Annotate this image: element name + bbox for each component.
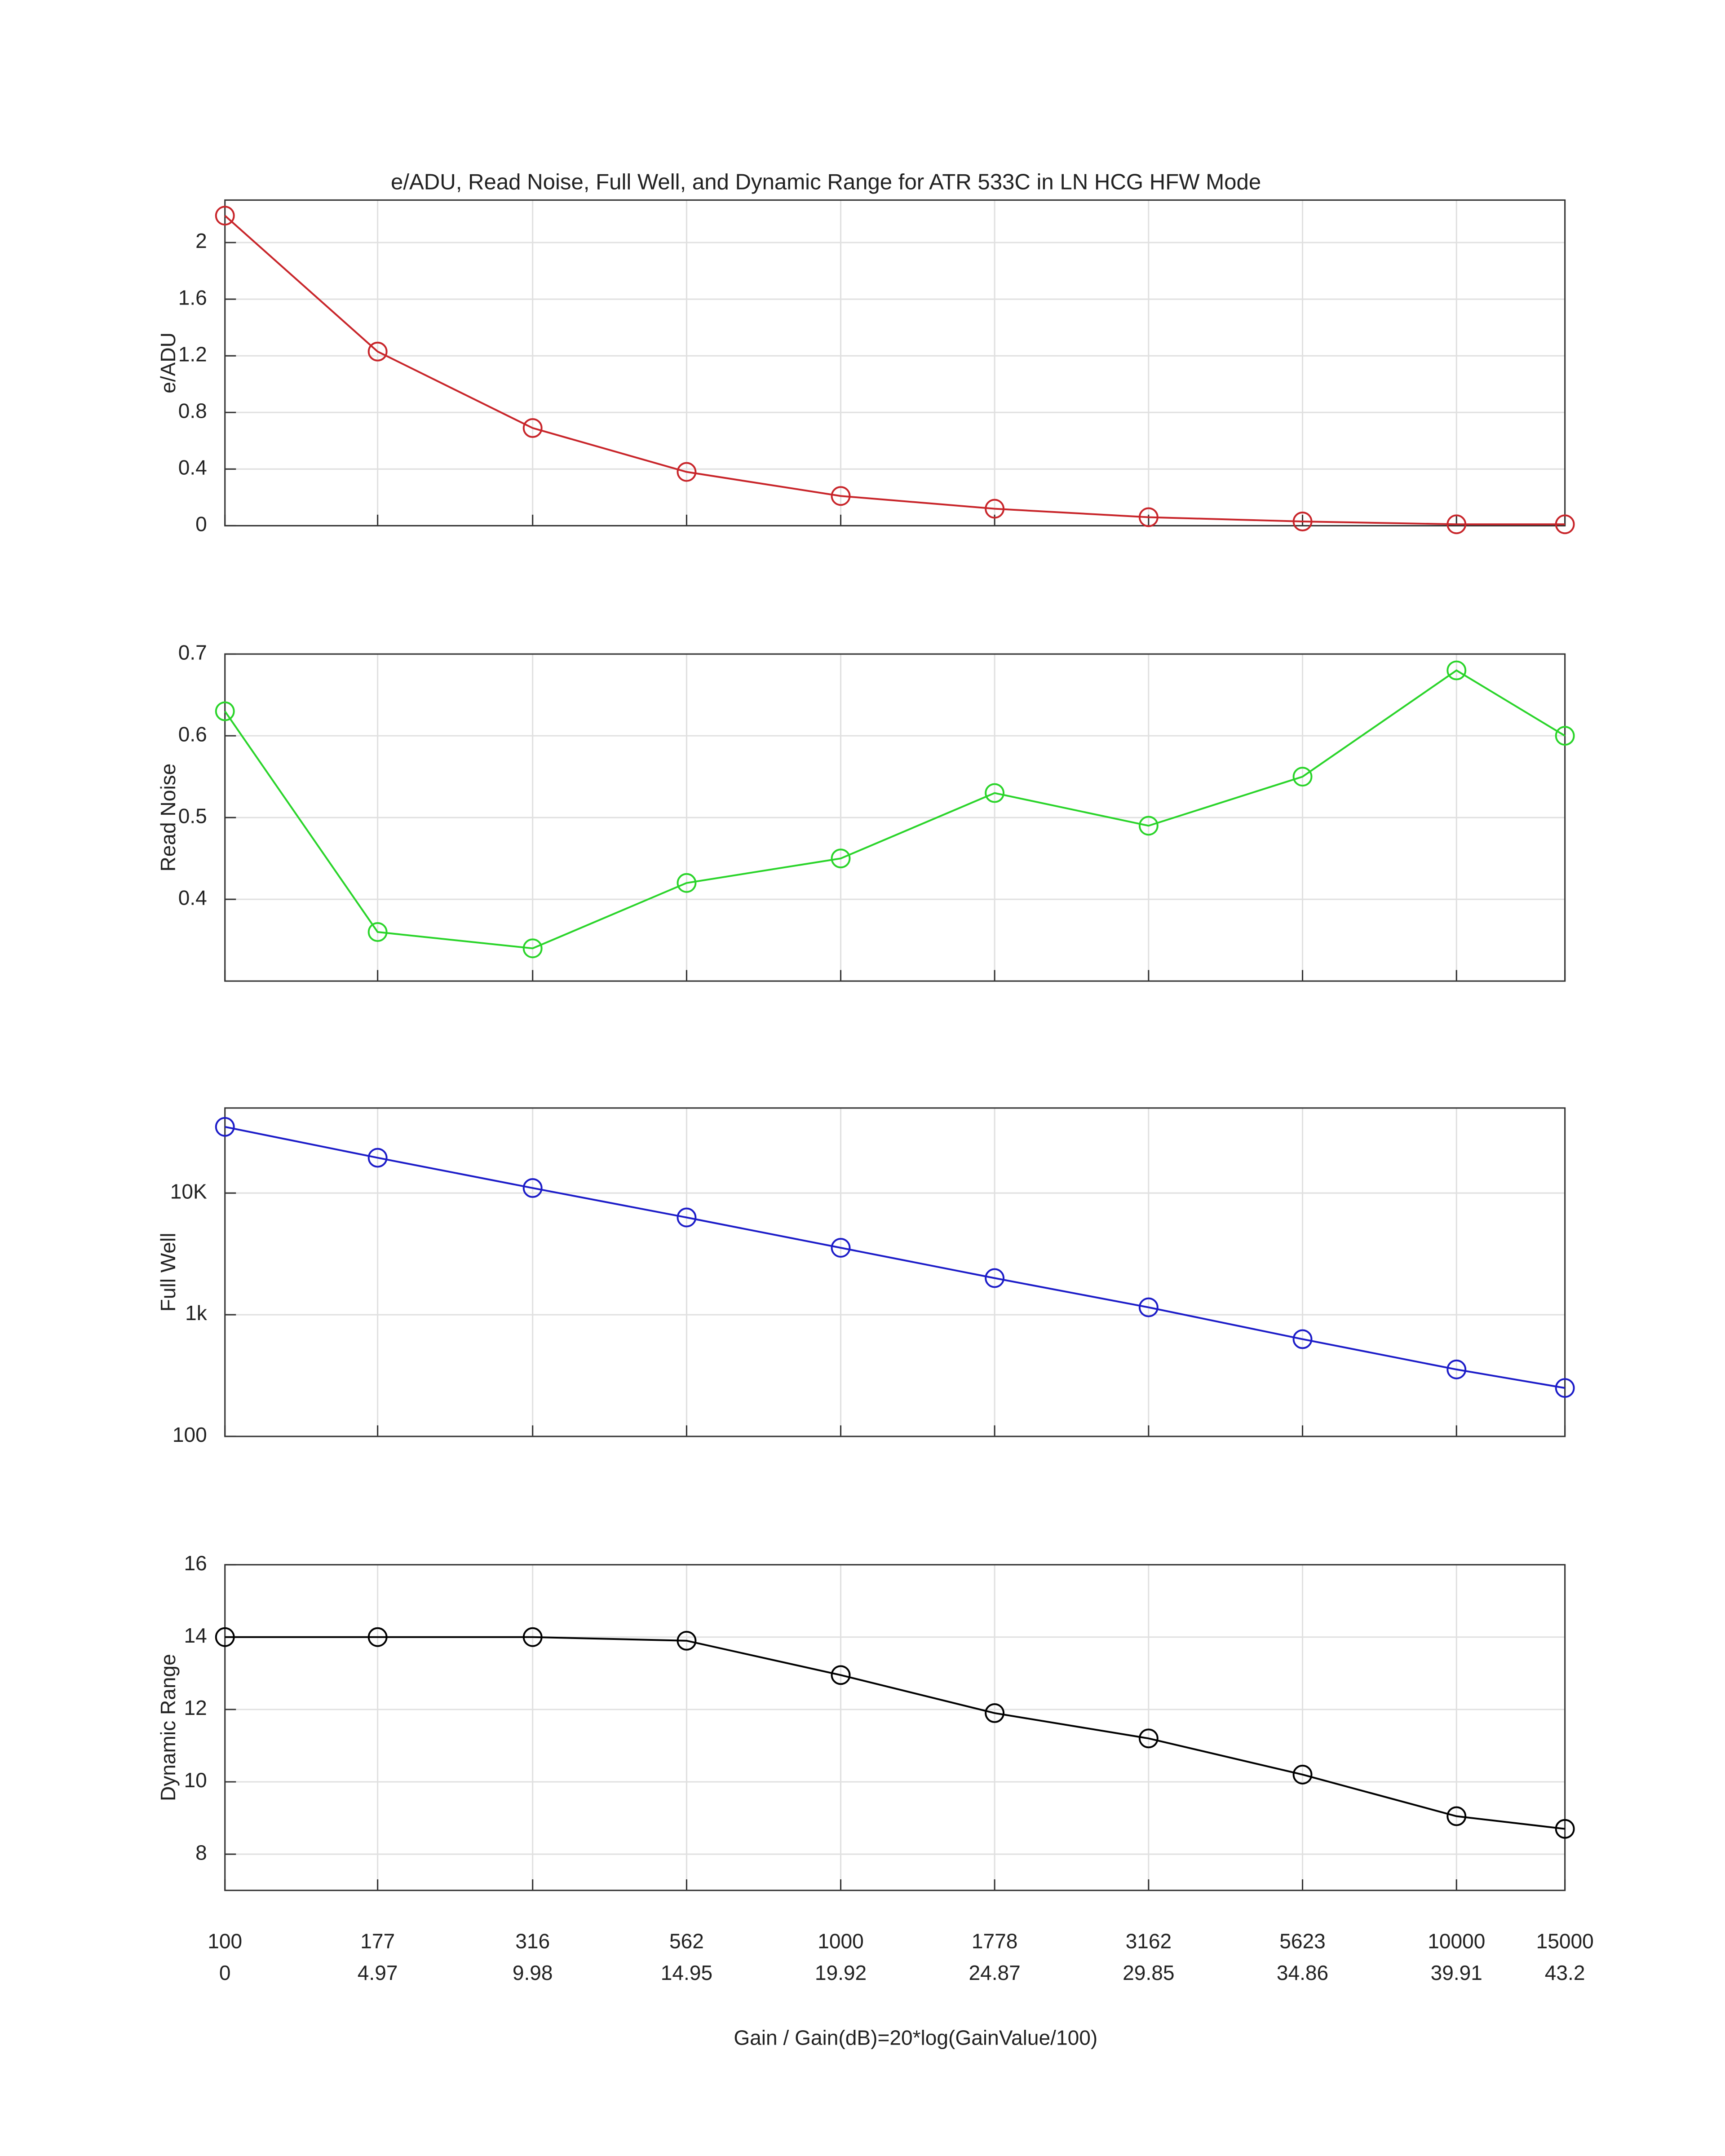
x-tick-label-db: 34.86: [1277, 1961, 1328, 1984]
data-point: [831, 1238, 851, 1258]
y-tick-label: 10: [184, 1768, 207, 1792]
data-point: [215, 206, 235, 226]
data-point: [1292, 1764, 1313, 1785]
data-point: [831, 848, 851, 869]
x-tick-label-db: 39.91: [1431, 1961, 1482, 1984]
x-tick-label-db: 14.95: [661, 1961, 712, 1984]
x-tick-label-db: 19.92: [815, 1961, 867, 1984]
data-point: [367, 341, 388, 362]
chart-title: e/ADU, Read Noise, Full Well, and Dynami…: [391, 170, 1261, 194]
data-point: [1292, 512, 1313, 531]
data-point: [1446, 1359, 1467, 1379]
y-tick-label: 8: [195, 1841, 207, 1864]
y-tick-label: 0.4: [178, 456, 207, 479]
y-axis-label: Read Noise: [156, 764, 180, 872]
data-point: [1446, 514, 1467, 535]
data-point: [1292, 1329, 1313, 1349]
data-point: [1555, 514, 1575, 535]
data-point: [1555, 1378, 1575, 1398]
data-point: [215, 1627, 235, 1647]
data-point: [1446, 660, 1467, 680]
y-tick-label: 100: [172, 1423, 207, 1446]
x-tick-label: 177: [360, 1930, 395, 1953]
data-point: [985, 499, 1005, 519]
x-tick-label: 3162: [1126, 1930, 1172, 1953]
data-point: [522, 1178, 543, 1198]
data-point: [1138, 1297, 1159, 1317]
y-tick-label: 14: [184, 1624, 207, 1647]
y-axis-label: Dynamic Range: [156, 1654, 180, 1801]
x-tick-label: 1778: [972, 1930, 1018, 1953]
data-point: [367, 1627, 388, 1647]
data-point: [367, 922, 388, 942]
x-tick-label: 1000: [818, 1930, 864, 1953]
data-point: [522, 1627, 543, 1647]
y-tick-label: 1.2: [178, 342, 207, 366]
series-line: [225, 1126, 1565, 1389]
data-point: [367, 1148, 388, 1168]
data-point: [522, 418, 543, 438]
plot-frame: [224, 199, 1566, 526]
data-point: [1138, 816, 1159, 836]
series-line: [224, 215, 1565, 526]
data-point: [985, 1268, 1005, 1288]
plot-frame: [224, 653, 1566, 982]
data-point: [522, 938, 543, 959]
x-tick-label-db: 43.2: [1545, 1961, 1585, 1984]
y-axis-label: e/ADU: [156, 332, 180, 393]
y-tick-label: 0.5: [178, 804, 207, 827]
data-point: [985, 783, 1005, 803]
data-point: [215, 1117, 235, 1137]
x-tick-label: 100: [208, 1930, 242, 1953]
y-tick-label: 1.6: [178, 286, 207, 309]
data-point: [1138, 507, 1159, 527]
series-line: [224, 669, 1566, 950]
series-line: [225, 1636, 1565, 1830]
y-tick-label: 0.4: [178, 886, 207, 909]
data-point: [985, 1703, 1005, 1723]
y-axis-label: Full Well: [156, 1233, 180, 1312]
data-point: [1138, 1728, 1159, 1749]
x-tick-label: 15000: [1536, 1930, 1594, 1953]
y-tick-label: 0.8: [178, 399, 207, 422]
x-tick-label-db: 4.97: [358, 1961, 398, 1984]
y-tick-label: 12: [184, 1696, 207, 1719]
plot-frame: [224, 1107, 1566, 1437]
plot-frame: [224, 1564, 1566, 1891]
data-point: [1555, 1819, 1575, 1839]
data-point: [831, 486, 851, 506]
data-point: [1555, 726, 1575, 746]
data-point: [677, 1207, 697, 1228]
y-tick-label: 0: [195, 512, 207, 536]
y-tick-label: 16: [184, 1551, 207, 1575]
y-tick-label: 0.6: [178, 722, 207, 746]
x-tick-label-db: 29.85: [1123, 1961, 1174, 1984]
data-point: [831, 1665, 851, 1685]
x-tick-label-db: 0: [219, 1961, 231, 1984]
x-tick-label: 10000: [1428, 1930, 1485, 1953]
data-point: [677, 462, 697, 482]
y-tick-label: 2: [195, 229, 207, 252]
data-point: [1446, 1806, 1467, 1826]
data-point: [1292, 767, 1313, 787]
x-tick-label: 562: [669, 1930, 704, 1953]
x-tick-label: 316: [515, 1930, 550, 1953]
x-axis-label: Gain / Gain(dB)=20*log(GainValue/100): [734, 2026, 1097, 2050]
data-point: [677, 1630, 697, 1651]
x-tick-label-db: 9.98: [513, 1961, 553, 1984]
data-point: [677, 873, 697, 893]
y-tick-label: 1k: [185, 1301, 208, 1325]
x-tick-label-db: 24.87: [969, 1961, 1020, 1984]
data-point: [215, 701, 235, 721]
y-tick-label: 0.7: [178, 641, 207, 664]
y-tick-label: 10K: [170, 1180, 207, 1203]
x-tick-label: 5623: [1279, 1930, 1326, 1953]
